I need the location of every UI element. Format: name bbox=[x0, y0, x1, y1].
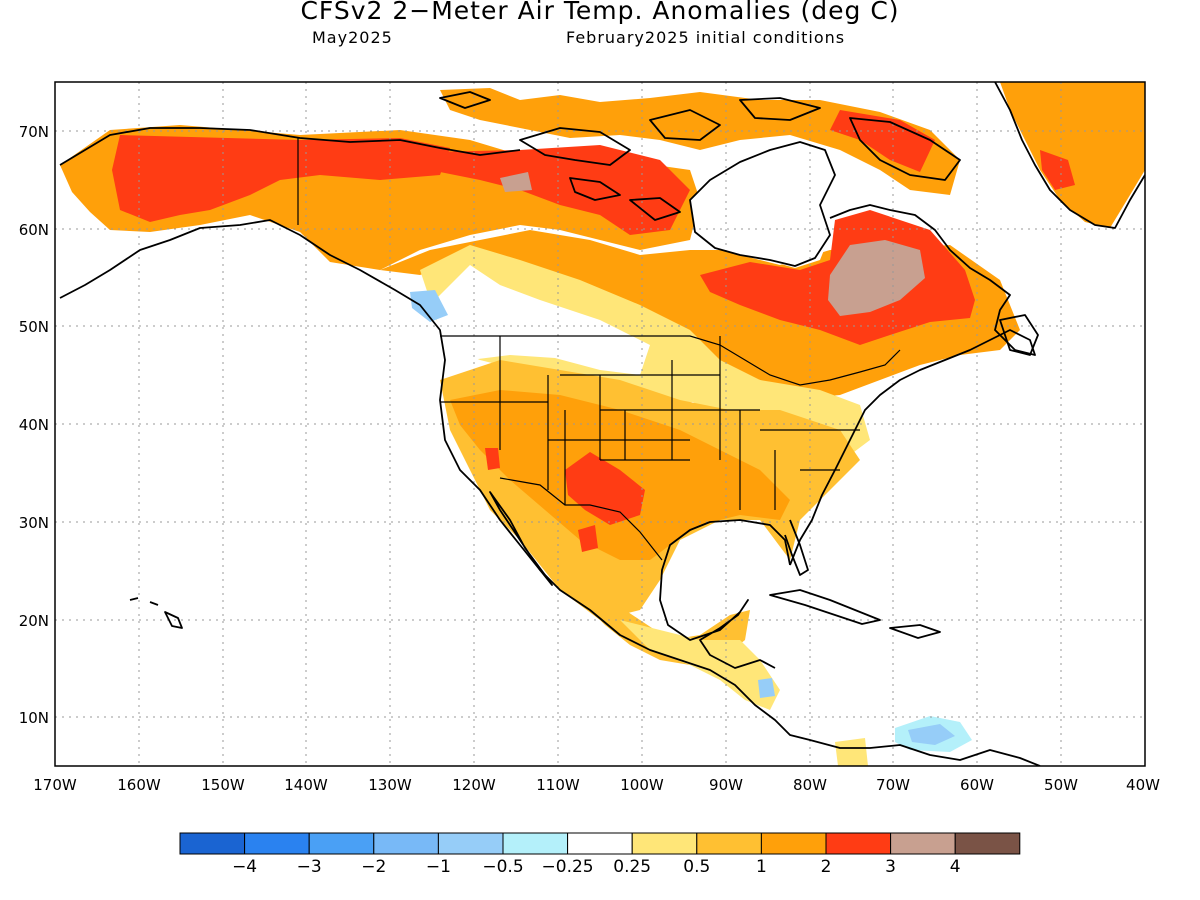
lon-label: 80W bbox=[793, 776, 827, 794]
colorbar-swatch bbox=[437, 832, 504, 855]
coastline-north-america-west bbox=[59, 219, 1041, 766]
lon-label: 70W bbox=[876, 776, 910, 794]
colorbar-label: 1 bbox=[756, 857, 767, 877]
lon-label: 170W bbox=[33, 776, 77, 794]
lon-axis-labels: 170W 160W 150W 140W 130W 120W 110W 100W … bbox=[33, 776, 1160, 794]
coastline-gulf bbox=[659, 519, 791, 669]
anomaly-region-nw-white bbox=[435, 265, 650, 375]
coastline-cuba bbox=[769, 589, 881, 625]
colorbar-swatch bbox=[890, 832, 956, 855]
lat-axis-labels: 10N 20N 30N 40N 50N 60N 70N bbox=[19, 123, 49, 727]
anomaly-region-greenland-red bbox=[1040, 150, 1075, 190]
anomaly-region-mexico-red bbox=[578, 525, 598, 552]
colorbar-label: 4 bbox=[950, 857, 961, 877]
us-canada-border bbox=[440, 335, 901, 386]
lat-label: 30N bbox=[19, 514, 49, 532]
coastline-atlantic bbox=[789, 204, 1036, 566]
colorbar-swatch bbox=[631, 832, 698, 855]
colorbar-label: 0.5 bbox=[683, 857, 710, 877]
colorbar-label: 3 bbox=[885, 857, 896, 877]
colorbar: −4 −3 −2 −1 −0.5 −0.25 0.25 0.5 1 2 3 4 bbox=[179, 832, 1021, 877]
coastlines bbox=[59, 82, 1145, 766]
colorbar-label: −0.5 bbox=[482, 857, 523, 877]
valid-month-label: May2025 bbox=[312, 28, 393, 47]
lat-label: 20N bbox=[19, 612, 49, 630]
anomaly-region-quebec-brown bbox=[828, 240, 925, 316]
map-frame bbox=[54, 81, 1146, 767]
colorbar-swatch bbox=[696, 832, 762, 855]
lon-label: 160W bbox=[117, 776, 161, 794]
map-title: CFSv2 2−Meter Air Temp. Anomalies (deg C… bbox=[300, 0, 900, 25]
anomaly-region-nm-red bbox=[565, 452, 645, 525]
colorbar-label: 2 bbox=[821, 857, 832, 877]
us-state-lines bbox=[440, 336, 860, 510]
colorbar-swatch bbox=[179, 832, 246, 855]
colorbar-label: −4 bbox=[232, 857, 257, 877]
lat-label: 40N bbox=[19, 416, 49, 434]
coastline-florida bbox=[784, 519, 809, 576]
anomaly-region-hudson-bay bbox=[690, 140, 835, 268]
coastline-hispaniola bbox=[889, 624, 941, 639]
lat-label: 10N bbox=[19, 709, 49, 727]
lon-label: 130W bbox=[368, 776, 412, 794]
lon-label: 150W bbox=[201, 776, 245, 794]
coastline-hudson-bay bbox=[689, 141, 836, 267]
lon-label: 60W bbox=[960, 776, 994, 794]
colorbar-label: −1 bbox=[426, 857, 451, 877]
colorbar-label: −0.25 bbox=[542, 857, 594, 877]
anomaly-region-caribbean-blue-core bbox=[908, 724, 955, 745]
colorbar-swatch bbox=[308, 832, 375, 855]
colorbar-swatch bbox=[954, 832, 1021, 855]
coastline-arctic-islands bbox=[439, 91, 961, 221]
colorbar-swatch bbox=[760, 832, 827, 855]
colorbar-label: 0.25 bbox=[613, 857, 651, 877]
lon-label: 120W bbox=[452, 776, 496, 794]
lat-label: 60N bbox=[19, 221, 49, 239]
anomaly-fields bbox=[60, 82, 1145, 766]
anomaly-region-alaska-red bbox=[112, 135, 450, 222]
coastline-greenland bbox=[994, 82, 1145, 229]
lon-label: 140W bbox=[284, 776, 328, 794]
colorbar-swatch bbox=[502, 832, 569, 855]
us-mexico-border bbox=[499, 477, 663, 561]
colorbar-swatch bbox=[373, 832, 439, 855]
lat-label: 50N bbox=[19, 318, 49, 336]
coastline-hawaii bbox=[129, 597, 183, 629]
anomaly-region-arctic-brown bbox=[500, 172, 532, 192]
lon-label: 100W bbox=[620, 776, 664, 794]
lon-label: 50W bbox=[1044, 776, 1078, 794]
lon-label: 40W bbox=[1126, 776, 1160, 794]
anomaly-region-greenland bbox=[1000, 82, 1145, 228]
coastline-newfoundland bbox=[999, 314, 1039, 356]
colorbar-label: −2 bbox=[361, 857, 386, 877]
lon-label: 110W bbox=[536, 776, 580, 794]
anomaly-region-colombia-yellow bbox=[835, 738, 868, 766]
anomaly-region-arctic-islands-red bbox=[830, 110, 935, 172]
gridlines bbox=[55, 82, 1145, 766]
anomaly-region-ca-red bbox=[485, 448, 500, 470]
coastline-alaska-north bbox=[59, 127, 521, 166]
colorbar-swatch bbox=[567, 832, 633, 855]
anomaly-region-bc-negative bbox=[410, 290, 448, 322]
lon-label: 90W bbox=[709, 776, 743, 794]
initial-conditions-label: February2025 initial conditions bbox=[566, 28, 846, 47]
colorbar-swatch bbox=[825, 832, 892, 855]
anomaly-region-central-america bbox=[620, 620, 780, 710]
colorbar-label: −3 bbox=[297, 857, 322, 877]
anomaly-region-arctic-islands bbox=[440, 88, 960, 195]
colorbar-swatch bbox=[244, 832, 310, 855]
anomaly-region-central-america-blue bbox=[758, 678, 775, 698]
coastline-baja bbox=[489, 491, 553, 586]
lat-label: 70N bbox=[19, 123, 49, 141]
political-boundaries bbox=[297, 138, 901, 561]
anomaly-region-arctic-red bbox=[430, 145, 690, 235]
